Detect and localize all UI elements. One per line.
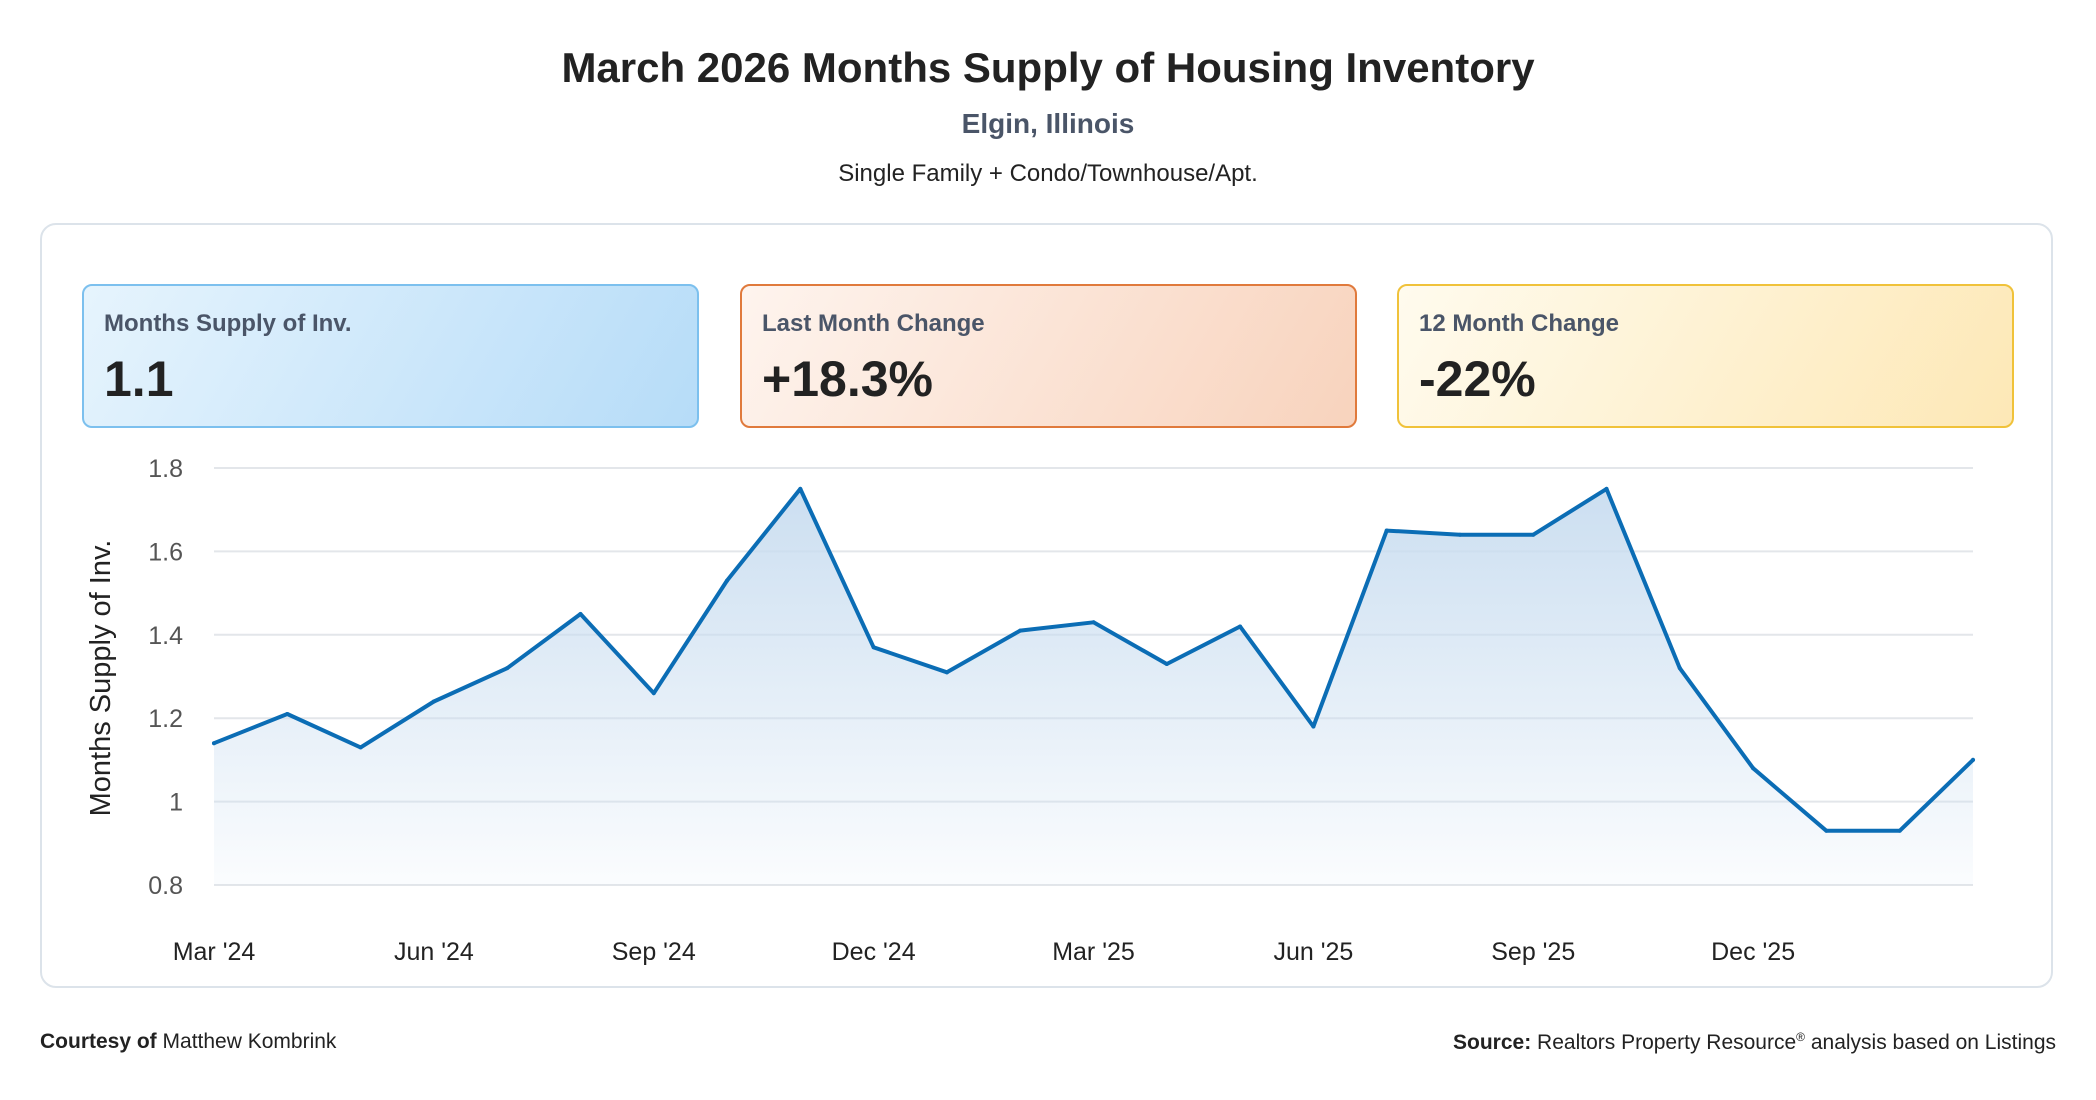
data-point (1091, 620, 1096, 625)
months-supply-label: Months Supply of Inv. (104, 310, 352, 337)
data-point (1238, 624, 1243, 629)
x-tick-label: Sep '24 (612, 938, 696, 966)
series-area (214, 488, 1973, 885)
y-axis-label: Months Supply of Inv. (85, 540, 117, 817)
data-point (1164, 661, 1169, 666)
data-point (798, 486, 803, 491)
data-point (212, 741, 216, 746)
source-text: Realtors Property Resource (1537, 1031, 1797, 1054)
courtesy-footer: Courtesy of Matthew Kombrink (40, 1030, 336, 1054)
data-point (285, 712, 290, 717)
y-tick-label: 1.2 (148, 705, 183, 733)
data-point (1971, 757, 1975, 762)
y-tick-label: 0.8 (148, 872, 183, 900)
data-point (358, 745, 363, 750)
months-supply-card: Months Supply of Inv. 1.1 (82, 284, 699, 428)
x-tick-label: Dec '25 (1711, 938, 1795, 966)
y-tick-label: 1.6 (148, 538, 183, 566)
data-point (578, 611, 583, 616)
x-tick-label: Jun '25 (1273, 938, 1353, 966)
data-point (1897, 828, 1902, 833)
x-tick-label: Mar '25 (1052, 938, 1135, 966)
twelve-month-change-value: -22% (1419, 351, 1536, 407)
last-month-change-label: Last Month Change (762, 310, 985, 337)
data-point (431, 699, 436, 704)
courtesy-label: Courtesy of (40, 1030, 157, 1053)
x-tick-label: Sep '25 (1491, 938, 1575, 966)
data-point (871, 645, 876, 650)
data-point (1018, 628, 1023, 633)
twelve-month-change-card: 12 Month Change -22% (1397, 284, 2014, 428)
x-tick-label: Mar '24 (173, 938, 256, 966)
data-point (944, 670, 949, 675)
data-point (1384, 528, 1389, 533)
property-types-subtitle: Single Family + Condo/Townhouse/Apt. (838, 160, 1258, 187)
data-point (1751, 766, 1756, 771)
courtesy-name: Matthew Kombrink (162, 1030, 337, 1053)
last-month-change-card: Last Month Change +18.3% (740, 284, 1357, 428)
location-subtitle: Elgin, Illinois (961, 108, 1135, 139)
source-footer: Source: Realtors Property Resource® anal… (1453, 1030, 2056, 1055)
registered-mark: ® (1796, 1030, 1805, 1044)
source-suffix: analysis based on Listings (1810, 1031, 2056, 1054)
data-point (725, 578, 730, 583)
source-label: Source: (1453, 1031, 1532, 1054)
y-tick-label: 1.8 (148, 455, 183, 483)
data-point (1457, 532, 1462, 537)
data-point (1531, 532, 1536, 537)
y-tick-label: 1.4 (148, 622, 183, 650)
data-point (1604, 486, 1609, 491)
data-point (1311, 724, 1316, 729)
chart-title: March 2026 Months Supply of Housing Inve… (561, 44, 1535, 91)
twelve-month-change-label: 12 Month Change (1419, 310, 1620, 337)
x-tick-label: Jun '24 (394, 938, 474, 966)
data-point (505, 666, 510, 671)
data-point (1677, 666, 1682, 671)
months-supply-value: 1.1 (104, 351, 174, 407)
y-tick-label: 1 (169, 789, 183, 817)
x-tick-label: Dec '24 (832, 938, 916, 966)
data-point (651, 691, 656, 696)
last-month-change-value: +18.3% (762, 351, 933, 407)
data-point (1824, 828, 1829, 833)
